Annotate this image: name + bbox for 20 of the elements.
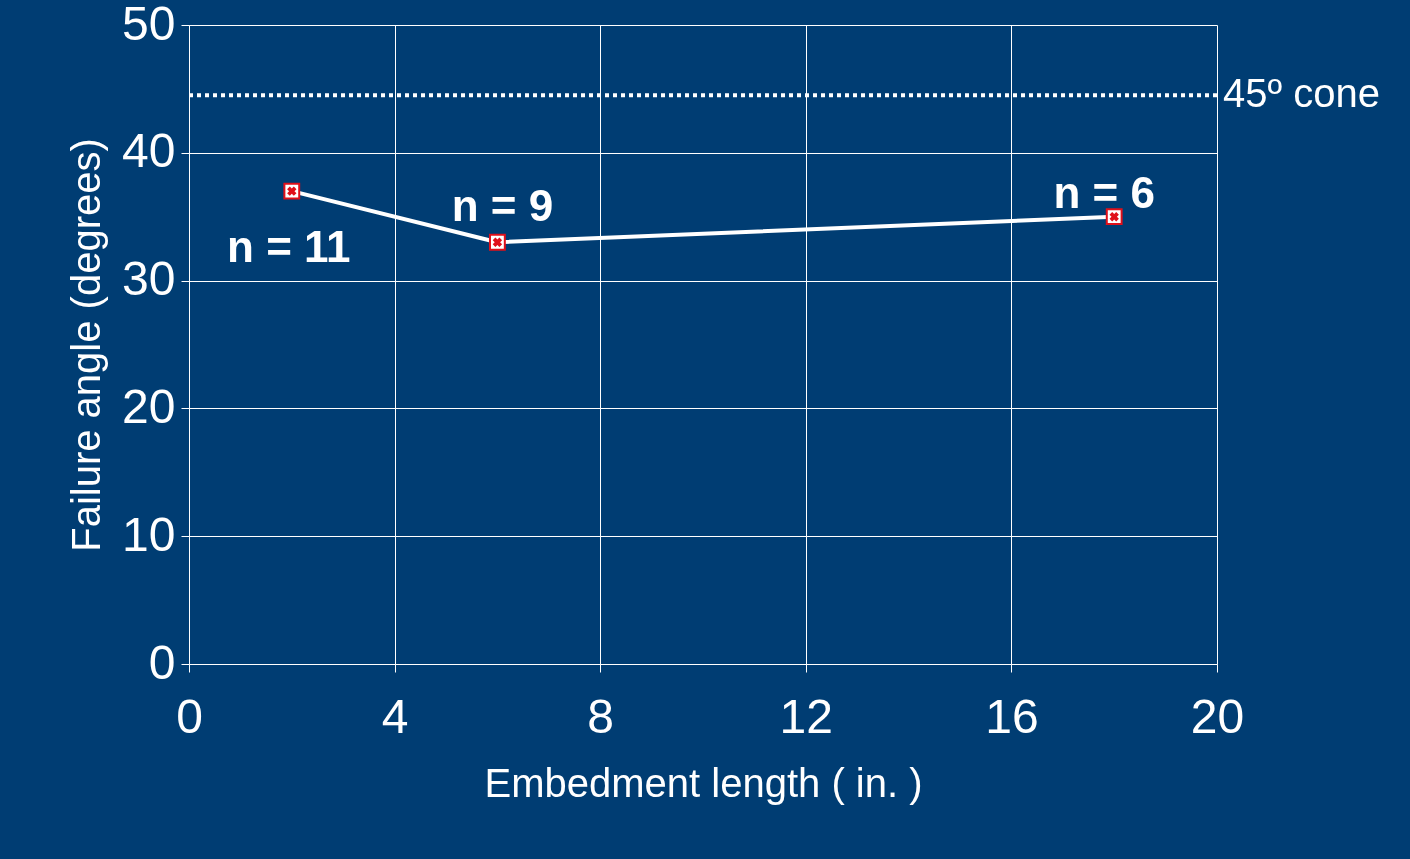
x-tick-label: 20: [1190, 689, 1245, 743]
point: [488, 233, 506, 251]
y-tick-label: 10: [122, 507, 176, 561]
y-tick-label: 40: [122, 124, 176, 178]
y-tick-label: 0: [148, 635, 176, 689]
y-tick-label: 20: [122, 379, 176, 433]
y-tick-label: 50: [122, 0, 176, 50]
point: [1105, 208, 1123, 226]
ref-line-label: 45º cone: [1223, 71, 1380, 116]
x-tick-label: 12: [779, 689, 833, 743]
x-tick-label: 4: [381, 689, 409, 743]
y-axis-title: Failure angle (degrees): [64, 138, 109, 552]
annotation: n = 9: [451, 181, 554, 231]
x-tick-label: 16: [985, 689, 1039, 743]
y-tick-label: 30: [122, 252, 176, 306]
annotation: n = 11: [227, 222, 351, 272]
x-axis-title: Embedment length ( in. ): [484, 760, 923, 805]
point: [283, 182, 301, 200]
x-tick-label: 8: [587, 689, 615, 743]
annotation: n = 6: [1053, 167, 1155, 217]
